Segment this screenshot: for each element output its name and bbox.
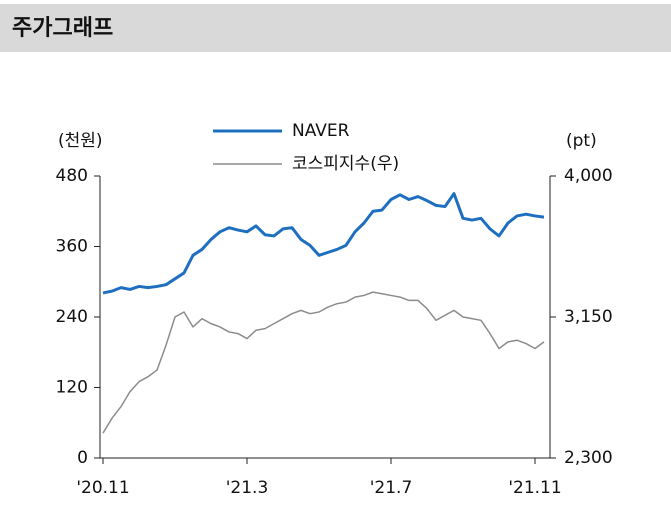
x-tick-label: '21.3 — [226, 478, 269, 498]
y-tick-label: 120 — [56, 378, 88, 398]
series-line — [102, 192, 545, 295]
y-tick-label: 360 — [56, 237, 88, 257]
y2-tick-label: 2,300 — [564, 448, 613, 468]
y-tick-label: 240 — [56, 307, 88, 327]
y2-axis-label: (pt) — [566, 131, 597, 151]
y2-tick-label: 4,000 — [564, 166, 613, 186]
y2-tick-label: 3,150 — [564, 307, 613, 327]
legend-label: NAVER — [292, 121, 350, 141]
title-band — [0, 4, 671, 52]
x-tick-label: '20.11 — [76, 478, 129, 498]
legend-label: 코스피지수(우) — [292, 154, 399, 174]
y-tick-label: 480 — [56, 166, 88, 186]
y-tick-label: 0 — [77, 448, 88, 468]
chart-title: 주가그래프 — [12, 16, 113, 41]
series-line — [102, 291, 545, 434]
y-axis-label: (천원) — [58, 131, 103, 151]
x-tick-label: '21.11 — [508, 478, 561, 498]
x-tick-label: '21.7 — [370, 478, 413, 498]
